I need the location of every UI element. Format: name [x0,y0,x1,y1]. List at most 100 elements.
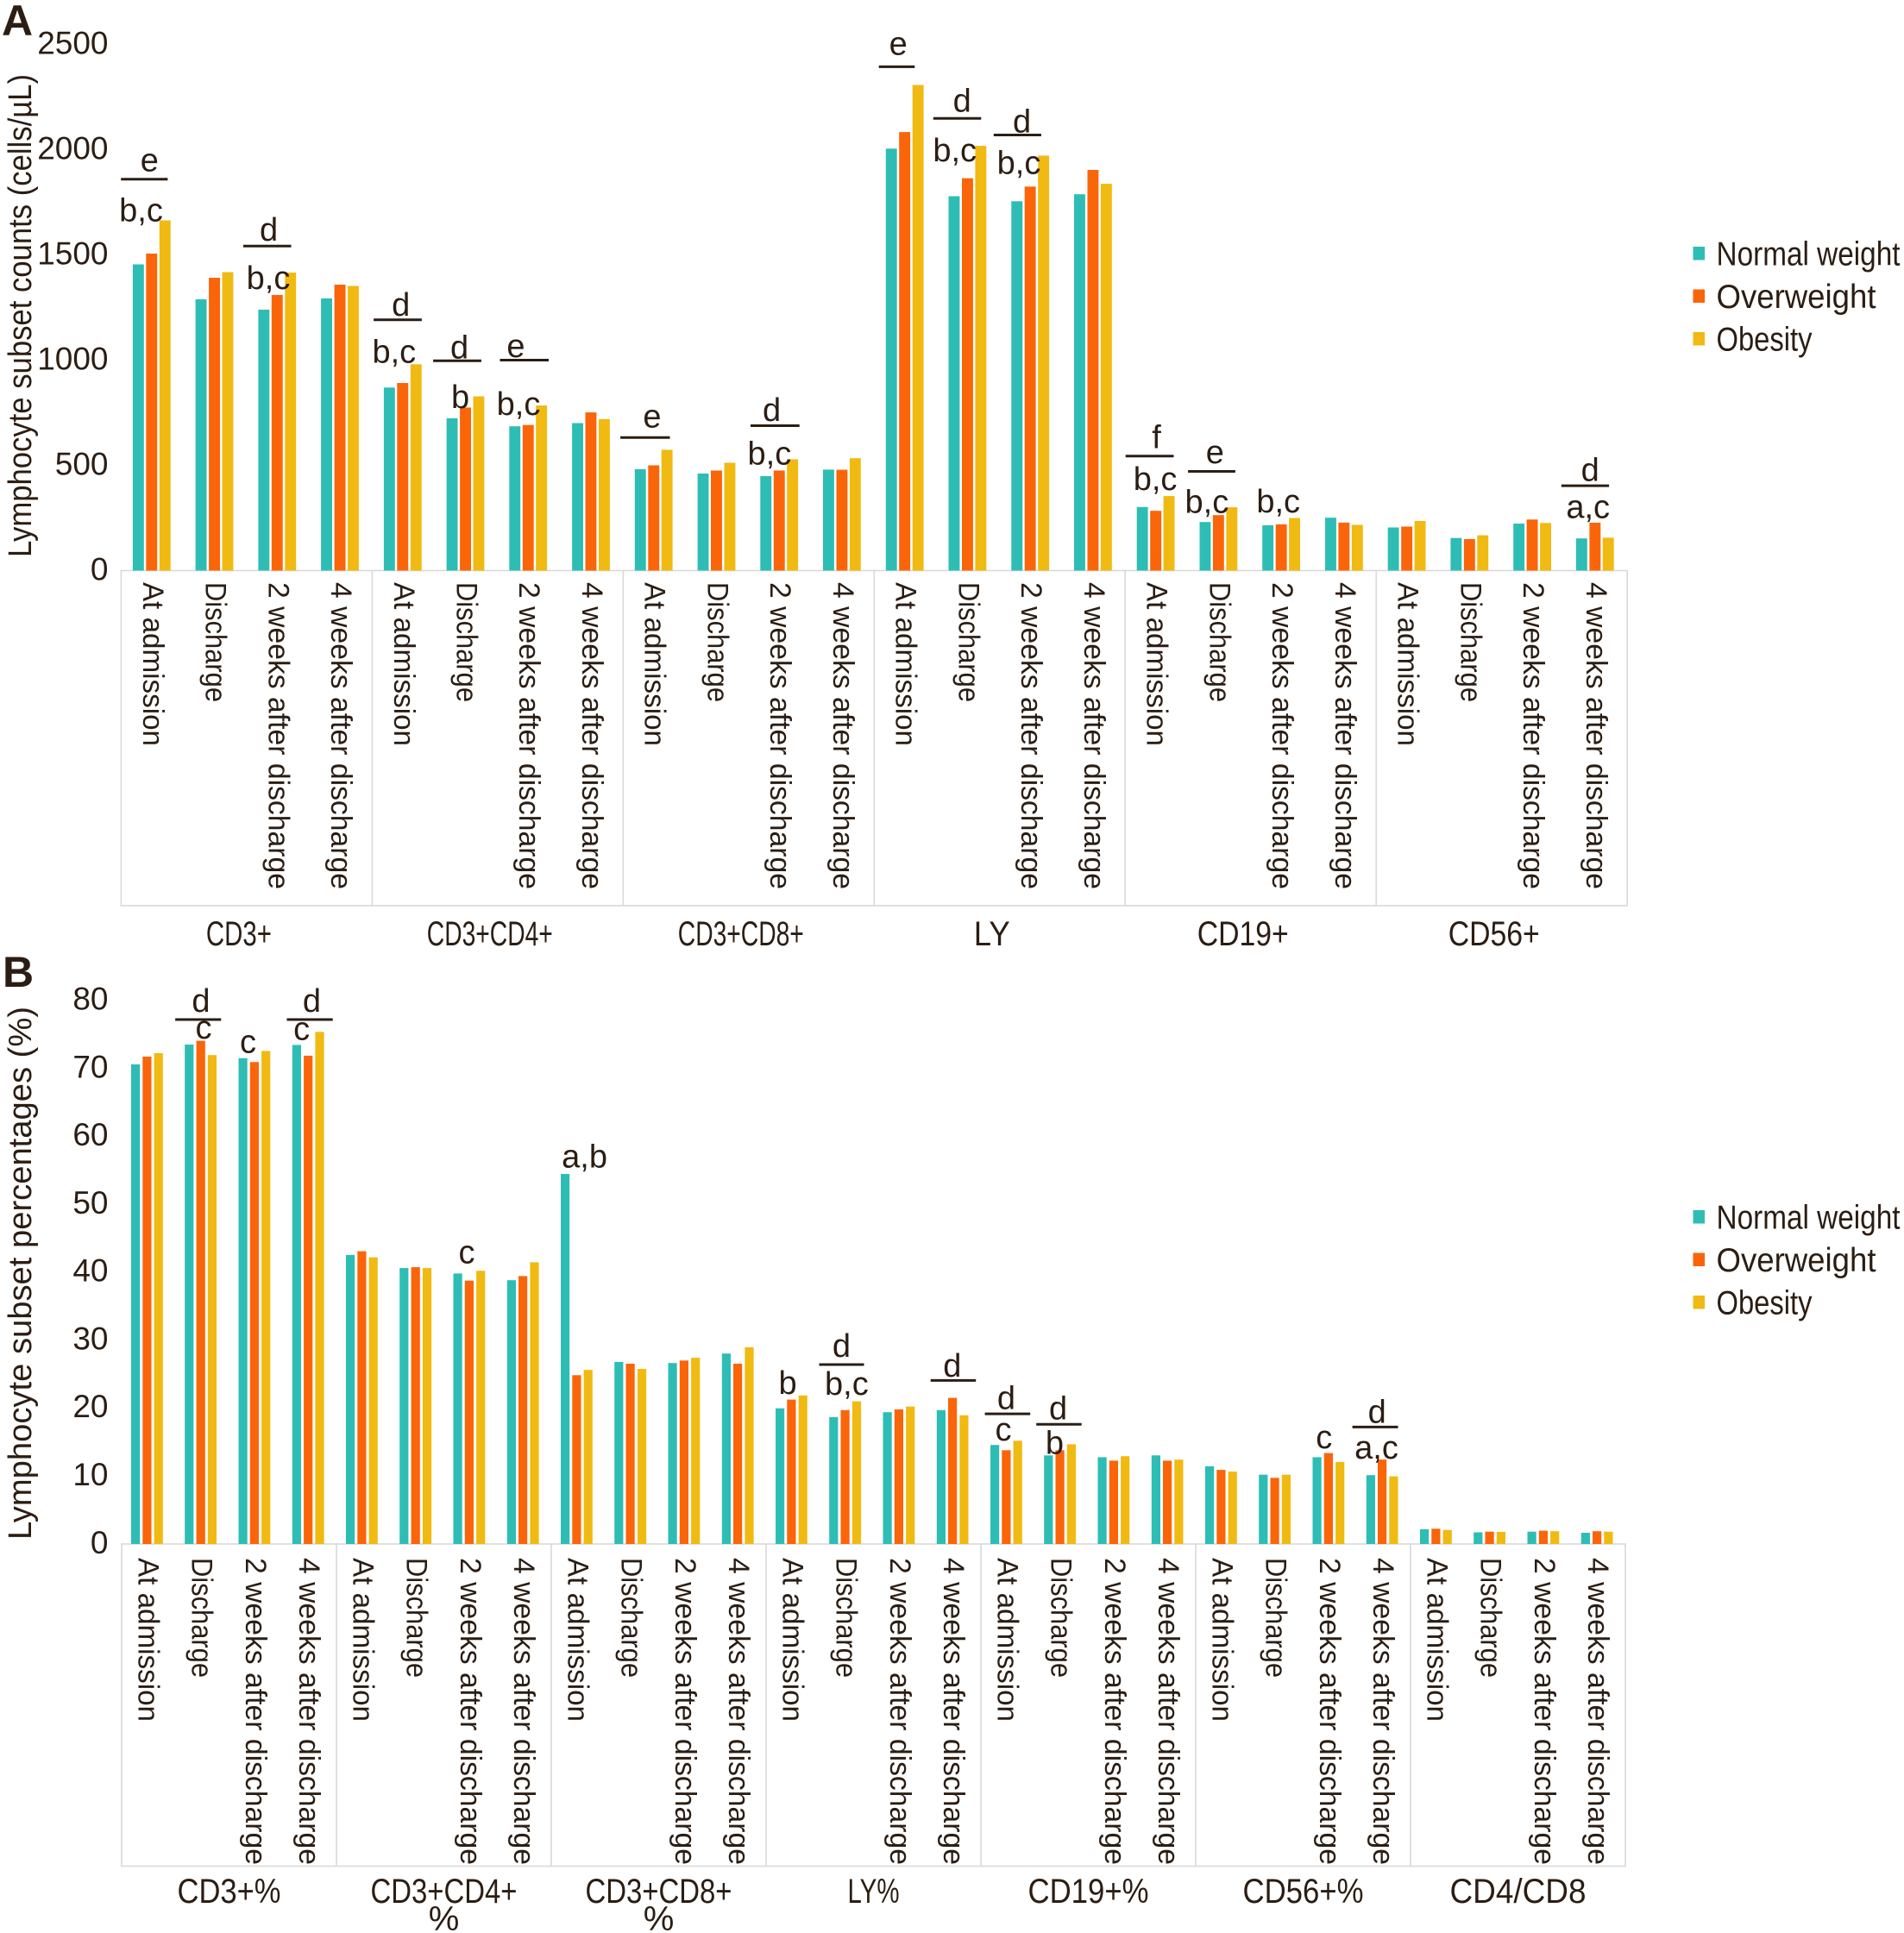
svg-text:2 weeks after discharge: 2 weeks after discharge [883,1558,916,1865]
svg-text:Discharge: Discharge [1203,582,1235,702]
svg-text:Discharge: Discharge [830,1558,863,1678]
svg-text:4 weeks after discharge: 4 weeks after discharge [1152,1558,1185,1865]
svg-text:4 weeks after discharge: 4 weeks after discharge [507,1558,540,1865]
svg-text:4 weeks after discharge: 4 weeks after discharge [1580,582,1612,889]
svg-text:d: d [303,983,321,1020]
svg-text:%: % [429,1900,460,1933]
svg-text:2500: 2500 [37,25,108,60]
svg-text:CD3+: CD3+ [206,915,272,953]
svg-text:b: b [1046,1425,1064,1461]
svg-text:b,c: b,c [1185,485,1229,521]
svg-text:Discharge: Discharge [1045,1558,1078,1678]
svg-text:a,c: a,c [1354,1430,1398,1466]
svg-text:b,c: b,c [825,1366,869,1403]
svg-text:2 weeks after discharge: 2 weeks after discharge [239,1558,272,1865]
svg-text:LY: LY [974,915,1010,953]
svg-text:Discharge: Discharge [952,582,984,702]
svg-text:30: 30 [72,1321,108,1357]
svg-text:Obesity: Obesity [1717,1285,1813,1322]
svg-text:b,c: b,c [247,260,291,297]
svg-text:2 weeks after discharge: 2 weeks after discharge [1313,1558,1346,1865]
svg-text:Discharge: Discharge [1474,1558,1507,1678]
svg-text:Overweight: Overweight [1717,279,1876,316]
svg-text:e: e [889,27,908,63]
svg-text:At admission: At admission [561,1558,594,1722]
svg-text:e: e [643,399,661,436]
svg-text:Discharge: Discharge [400,1558,433,1678]
svg-text:Lymphocyte subset percentages: Lymphocyte subset percentages (%) [3,1007,39,1540]
svg-text:B: B [3,948,34,996]
svg-text:Normal weight: Normal weight [1717,236,1901,273]
svg-text:2 weeks after discharge: 2 weeks after discharge [1015,582,1047,889]
svg-text:4 weeks after discharge: 4 weeks after discharge [1329,582,1361,889]
svg-text:d: d [260,212,278,248]
svg-text:CD3+CD8+: CD3+CD8+ [586,1873,732,1911]
svg-text:Lymphocyte subset counts (cell: Lymphocyte subset counts (cells/µL) [3,74,39,557]
svg-text:Discharge: Discharge [701,582,734,702]
svg-text:2000: 2000 [37,130,108,166]
svg-text:2 weeks after discharge: 2 weeks after discharge [1528,1558,1561,1865]
svg-text:CD56+: CD56+ [1448,915,1540,953]
svg-text:d: d [833,1328,851,1365]
svg-text:Discharge: Discharge [450,582,483,702]
svg-text:4 weeks after discharge: 4 weeks after discharge [292,1558,325,1865]
svg-text:CD56+%: CD56+% [1243,1873,1364,1911]
svg-text:c: c [196,1010,212,1046]
svg-text:Discharge: Discharge [1260,1558,1292,1678]
svg-text:c: c [459,1235,475,1271]
svg-text:e: e [1206,435,1224,471]
svg-text:At admission: At admission [776,1558,808,1722]
svg-text:At admission: At admission [1420,1558,1453,1722]
svg-text:CD19+: CD19+ [1197,915,1289,953]
svg-text:4 weeks after discharge: 4 weeks after discharge [1581,1558,1614,1865]
svg-text:d: d [1049,1391,1067,1428]
svg-text:d: d [392,287,410,323]
svg-text:c: c [240,1025,256,1061]
svg-text:CD4/CD8: CD4/CD8 [1450,1873,1587,1911]
svg-text:At admission: At admission [346,1558,379,1722]
svg-text:10: 10 [72,1457,108,1492]
svg-text:2 weeks after discharge: 2 weeks after discharge [1517,582,1549,889]
svg-text:Normal weight: Normal weight [1717,1200,1901,1237]
svg-text:1000: 1000 [37,341,108,376]
svg-text:500: 500 [55,446,109,481]
svg-text:0: 0 [91,551,109,587]
svg-text:b,c: b,c [1134,461,1178,498]
svg-text:b,c: b,c [1256,484,1300,520]
svg-text:a,c: a,c [1566,490,1610,526]
svg-text:c: c [996,1412,1012,1448]
svg-text:d: d [763,392,781,429]
svg-text:Discharge: Discharge [185,1558,218,1678]
svg-text:%: % [644,1900,675,1933]
svg-text:CD3+CD4+: CD3+CD4+ [427,915,553,953]
svg-text:Obesity: Obesity [1717,322,1813,359]
svg-text:2 weeks after discharge: 2 weeks after discharge [261,582,294,889]
svg-text:20: 20 [72,1389,108,1424]
svg-text:2 weeks after discharge: 2 weeks after discharge [763,582,796,889]
svg-text:2 weeks after discharge: 2 weeks after discharge [512,582,545,889]
svg-text:4 weeks after discharge: 4 weeks after discharge [1367,1558,1399,1865]
svg-text:Discharge: Discharge [199,582,232,702]
svg-text:b,c: b,c [119,192,163,229]
svg-text:4 weeks after discharge: 4 weeks after discharge [324,582,357,889]
svg-text:Overweight: Overweight [1717,1242,1876,1279]
svg-text:CD3+CD4+: CD3+CD4+ [371,1873,518,1911]
svg-text:e: e [141,142,159,179]
svg-text:a,b: a,b [562,1139,607,1175]
svg-text:e: e [506,329,525,365]
svg-text:4 weeks after discharge: 4 weeks after discharge [937,1558,970,1865]
svg-text:A: A [2,0,33,45]
svg-text:b,c: b,c [372,335,416,371]
svg-text:50: 50 [72,1185,108,1221]
svg-text:CD3+%: CD3+% [178,1873,281,1911]
svg-text:80: 80 [72,982,108,1017]
svg-text:b: b [779,1365,797,1402]
svg-text:b,c: b,c [997,146,1041,182]
svg-text:At admission: At admission [1392,582,1424,746]
svg-text:d: d [192,983,210,1020]
svg-text:2 weeks after discharge: 2 weeks after discharge [1266,582,1298,889]
svg-text:b,c: b,c [933,133,977,169]
svg-text:d: d [1581,452,1599,488]
svg-text:c: c [293,1012,310,1048]
svg-text:4 weeks after discharge: 4 weeks after discharge [575,582,608,889]
